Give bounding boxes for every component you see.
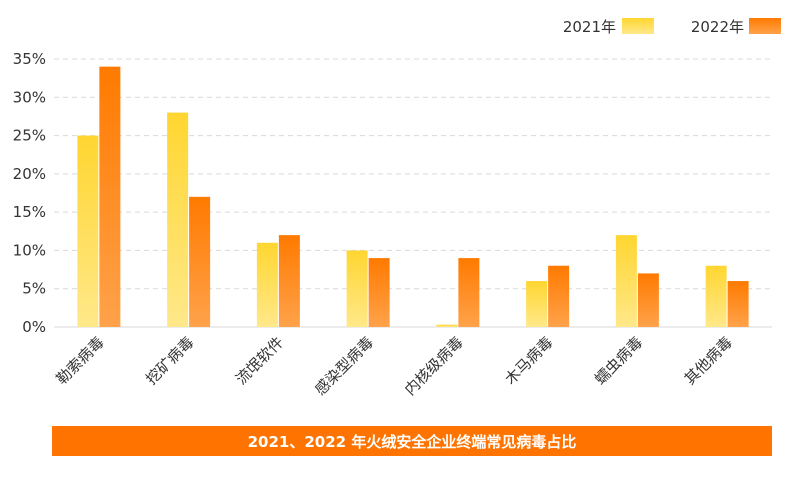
bar-2021: [526, 281, 548, 327]
y-tick-label: 35%: [13, 50, 46, 68]
legend-swatch-2022: [749, 18, 781, 34]
bar-2022: [727, 281, 749, 327]
bars: [77, 66, 749, 328]
x-axis-category-labels: 勒索病毒 挖矿病毒 流氓软件 感染型病毒 内核级病毒 木马病毒 蠕虫病毒 其他病毒: [53, 333, 736, 399]
bar-2022: [368, 258, 390, 327]
legend-label: 2021年: [563, 18, 616, 36]
y-tick-label: 20%: [13, 165, 46, 183]
bar-2021: [436, 324, 458, 327]
chart-title: 2021、2022 年火绒安全企业终端常见病毒占比: [247, 432, 577, 451]
y-tick-label: 25%: [13, 127, 46, 145]
y-tick-label: 10%: [13, 241, 46, 259]
bar-2021: [256, 242, 278, 327]
y-tick-label: 5%: [22, 280, 46, 298]
x-category-label: 流氓软件: [232, 333, 287, 388]
legend-label: 2022年: [691, 18, 744, 36]
grid-lines: [54, 58, 772, 328]
bar-2021: [77, 135, 99, 327]
bar-2021: [615, 235, 637, 327]
bar-2022: [637, 273, 659, 327]
bar-2022: [458, 258, 480, 327]
bar-2022: [278, 235, 300, 327]
x-category-label: 勒索病毒: [53, 333, 108, 388]
x-category-label: 内核级病毒: [401, 333, 467, 399]
y-tick-label: 15%: [13, 203, 46, 221]
bar-2022: [548, 265, 570, 327]
bar-2021: [705, 265, 727, 327]
legend-swatch-2021: [622, 18, 654, 34]
x-category-label: 挖矿病毒: [142, 333, 197, 388]
bar-2022: [99, 66, 121, 328]
y-tick-label: 30%: [13, 88, 46, 106]
bar-2022: [189, 196, 211, 327]
x-category-label: 蠕虫病毒: [591, 333, 646, 388]
y-axis-ticks: 0% 5% 10% 15% 20% 25% 30% 35%: [13, 50, 46, 336]
x-category-label: 感染型病毒: [311, 333, 377, 399]
bar-2021: [167, 112, 189, 327]
y-tick-label: 0%: [22, 318, 46, 336]
x-category-label: 木马病毒: [501, 333, 556, 388]
chart-title-banner: 2021、2022 年火绒安全企业终端常见病毒占比: [52, 426, 772, 456]
x-category-label: 其他病毒: [681, 333, 736, 388]
legend: 2021年 2022年: [563, 18, 781, 36]
bar-2021: [346, 250, 368, 327]
